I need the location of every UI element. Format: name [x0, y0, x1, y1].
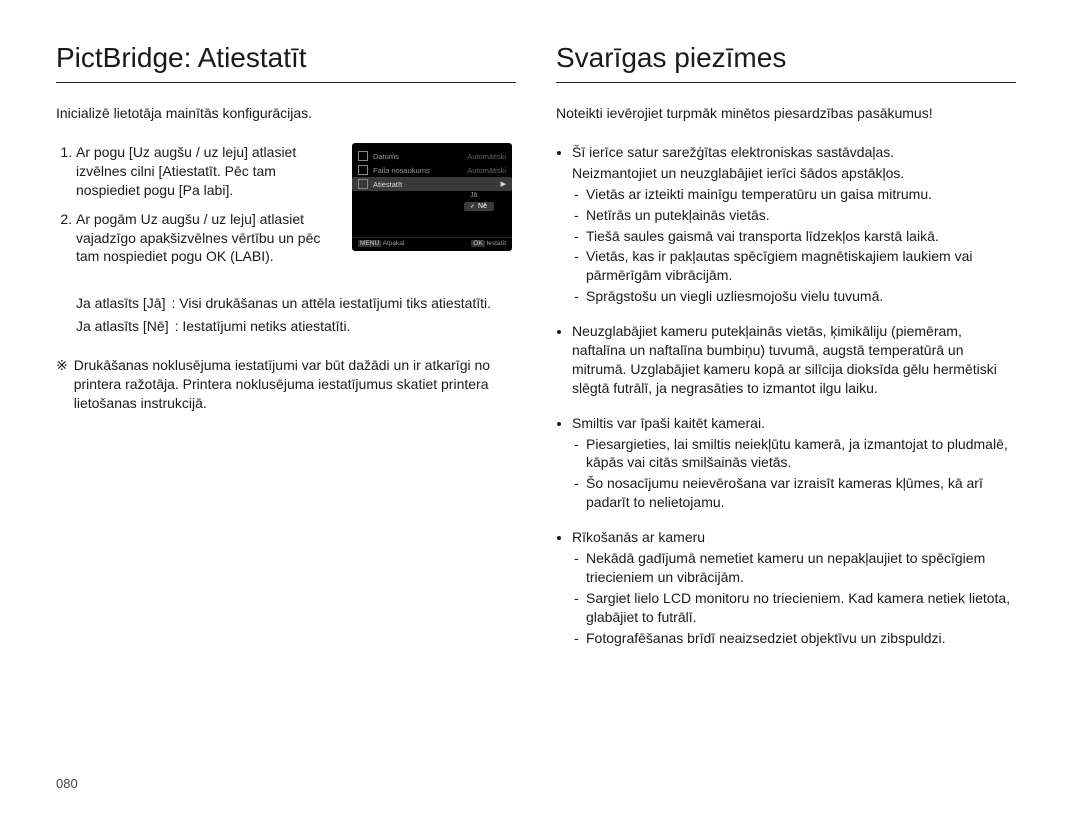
note-item: Smiltis var īpaši kaitēt kamerai. Piesar…: [572, 414, 1016, 512]
left-heading: PictBridge: Atiestatīt: [56, 42, 516, 83]
note-subitem: Piesargieties, lai smiltis neiekļūtu kam…: [574, 435, 1016, 473]
left-footnote: ※ Drukāšanas noklusējuma iestatījumi var…: [56, 356, 516, 413]
lcd-submenu: Jā Nē: [352, 191, 512, 211]
camera-lcd-screenshot: Datums Automātiski Faila nosaukums Autom…: [352, 143, 512, 251]
lcd-row-value: Automātiski: [467, 152, 506, 161]
note-subitem: Nekādā gadījumā nemetiet kameru un nepak…: [574, 549, 1016, 587]
lcd-footer-back: Atpakaļ: [383, 240, 405, 247]
left-intro: Inicializē lietotāja mainītās konfigurāc…: [56, 105, 516, 121]
note-subitem: Šo nosacījumu neievērošana var izraisīt …: [574, 474, 1016, 512]
note-head: Šī ierīce satur sarežģītas elektroniskas…: [572, 144, 894, 160]
footnote-text: Drukāšanas noklusējuma iestatījumi var b…: [74, 356, 516, 413]
reference-mark-icon: ※: [56, 356, 68, 413]
page-number: 080: [56, 776, 78, 791]
note-item: Neuzglabājiet kameru putekļainās vietās,…: [572, 322, 1016, 398]
ok-button-label: OK: [471, 240, 484, 247]
selection-definitions: Ja atlasīts [Jā] : Visi drukāšanas un at…: [56, 294, 516, 336]
note-item: Šī ierīce satur sarežģītas elektroniskas…: [572, 143, 1016, 306]
calendar-icon: [358, 151, 368, 161]
def-val: : Visi drukāšanas un attēla iestatījumi …: [171, 294, 491, 313]
lcd-footer-set: Iestatīt: [486, 240, 506, 247]
left-column: PictBridge: Atiestatīt Inicializē lietot…: [56, 42, 516, 663]
lcd-row-value: Automātiski: [467, 166, 506, 175]
notes-list: Šī ierīce satur sarežģītas elektroniskas…: [556, 143, 1016, 647]
lcd-option-yes: Jā: [464, 191, 494, 200]
lcd-row: Datums Automātiski: [352, 149, 512, 163]
lcd-row: Faila nosaukums Automātiski: [352, 163, 512, 177]
def-no: Ja atlasīts [Nē] : Iestatījumi netiks at…: [76, 317, 516, 336]
def-yes: Ja atlasīts [Jā] : Visi drukāšanas un at…: [76, 294, 516, 313]
def-val: : Iestatījumi netiks atiestatīti.: [175, 317, 351, 336]
right-heading: Svarīgas piezīmes: [556, 42, 1016, 83]
note-subitem: Fotografēšanas brīdī neaizsedziet objekt…: [574, 629, 1016, 648]
note-subitem: Vietās, kas ir pakļautas spēcīgiem magnē…: [574, 247, 1016, 285]
note-subitem: Sargiet lielo LCD monitoru no triecienie…: [574, 589, 1016, 627]
lcd-row-label: Datums: [373, 152, 467, 161]
note-item: Rīkošanās ar kameru Nekādā gadījumā neme…: [572, 528, 1016, 647]
def-key: Ja atlasīts [Nē]: [76, 317, 169, 336]
reset-steps: Ar pogu [Uz augšu / uz leju] atlasiet iz…: [56, 143, 336, 276]
menu-button-label: MENU: [358, 240, 381, 247]
step-1: Ar pogu [Uz augšu / uz leju] atlasiet iz…: [76, 143, 336, 200]
lcd-row-selected: Atiestatīt ▶: [352, 177, 512, 191]
note-head: Smiltis var īpaši kaitēt kamerai.: [572, 415, 765, 431]
note-subitem: Sprāgstošu un viegli uzliesmojošu vielu …: [574, 287, 1016, 306]
right-intro: Noteikti ievērojiet turpmāk minētos pies…: [556, 105, 1016, 121]
note-body: Neizmantojiet un neuzglabājiet ierīci šā…: [572, 164, 1016, 183]
note-sublist: Vietās ar izteikti mainīgu temperatūru u…: [572, 185, 1016, 306]
reset-icon: [358, 179, 368, 189]
note-sublist: Piesargieties, lai smiltis neiekļūtu kam…: [572, 435, 1016, 513]
note-sublist: Nekādā gadījumā nemetiet kameru un nepak…: [572, 549, 1016, 647]
def-key: Ja atlasīts [Jā]: [76, 294, 165, 313]
note-head: Neuzglabājiet kameru putekļainās vietās,…: [572, 323, 997, 396]
file-icon: [358, 165, 368, 175]
lcd-row-label: Faila nosaukums: [373, 166, 467, 175]
lcd-row-label: Atiestatīt: [373, 180, 501, 189]
note-subitem: Netīrās un putekļainās vietās.: [574, 206, 1016, 225]
note-subitem: Tiešā saules gaismā vai transporta līdze…: [574, 227, 1016, 246]
right-column: Svarīgas piezīmes Noteikti ievērojiet tu…: [556, 42, 1016, 663]
note-head: Rīkošanās ar kameru: [572, 529, 705, 545]
chevron-right-icon: ▶: [501, 180, 506, 188]
lcd-footer: MENU Atpakaļ OK Iestatīt: [352, 237, 512, 247]
note-subitem: Vietās ar izteikti mainīgu temperatūru u…: [574, 185, 1016, 204]
lcd-option-no: Nē: [464, 202, 494, 211]
step-2: Ar pogām Uz augšu / uz leju] atlasiet va…: [76, 210, 336, 267]
